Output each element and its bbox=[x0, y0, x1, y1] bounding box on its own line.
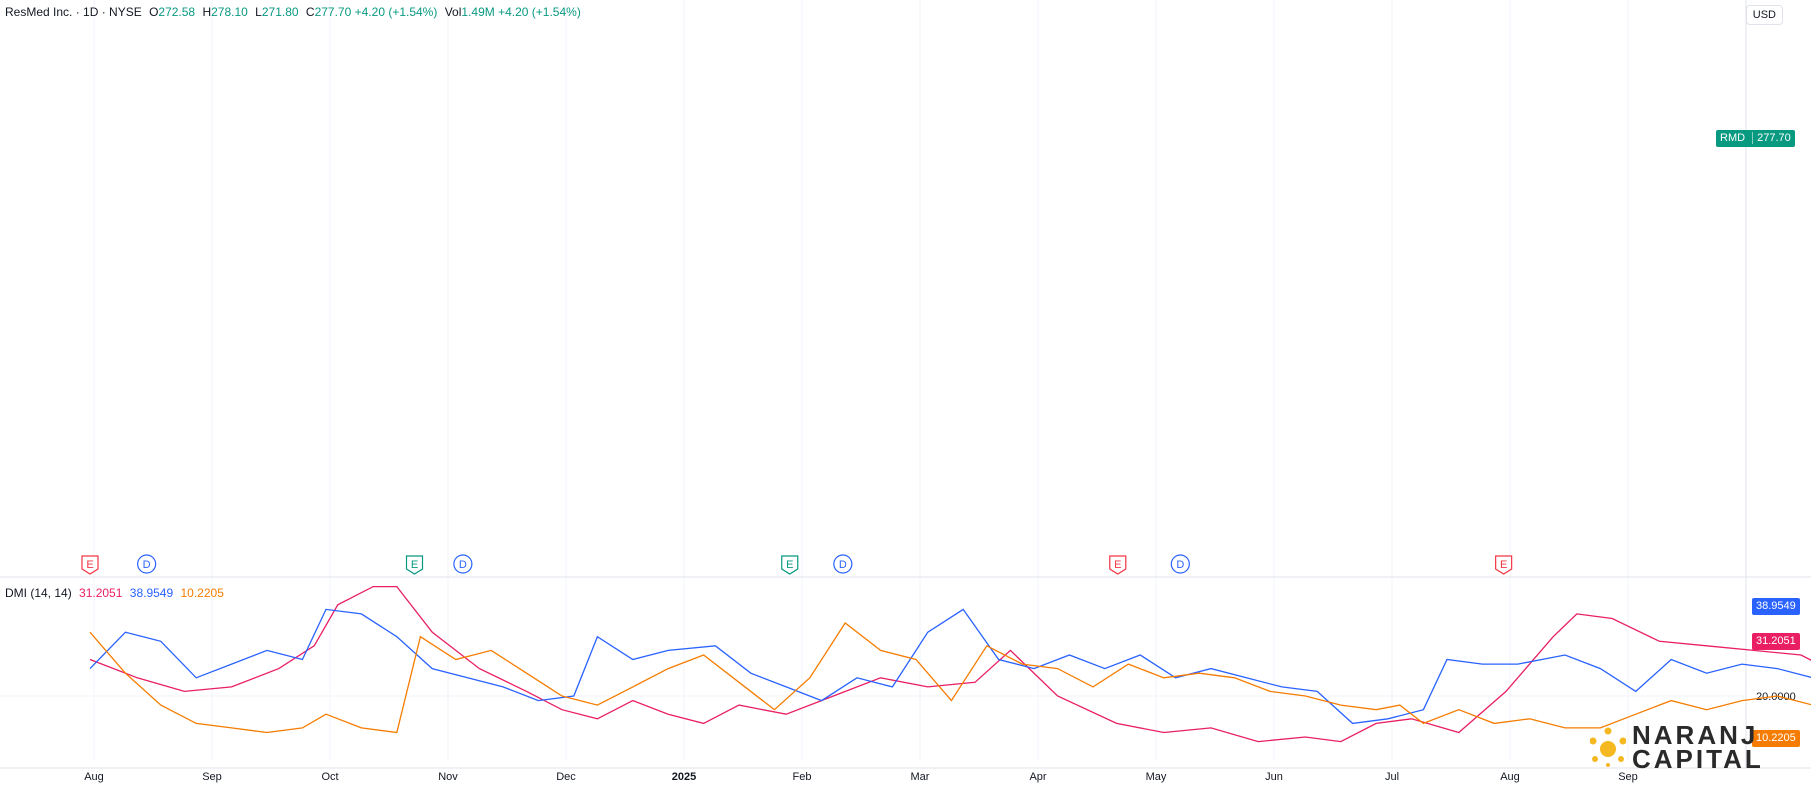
dmi-legend: DMI (14, 14) 31.2051 38.9549 10.2205 bbox=[5, 586, 224, 600]
earnings-flag-icon bbox=[81, 555, 99, 575]
symbol-legend: ResMed Inc. · 1D · NYSE O272.58 H278.10 … bbox=[5, 5, 581, 19]
brand-name: NARANJ CAPITAL bbox=[1632, 720, 1764, 774]
dividend-marker: D bbox=[833, 554, 853, 574]
high-value: 278.10 bbox=[211, 5, 248, 19]
close-value: 277.70 bbox=[314, 5, 352, 19]
time-axis-label: Jul bbox=[1385, 771, 1399, 783]
adx-line bbox=[89, 585, 1811, 743]
dmi-plus-di-value: 38.9549 bbox=[129, 586, 174, 600]
price-tag: RMD 277.70 bbox=[1716, 130, 1795, 147]
dividend-label: D bbox=[839, 559, 847, 571]
earnings-flag-icon bbox=[405, 555, 424, 575]
dividend-marker: D bbox=[1170, 554, 1190, 574]
earnings-label: E bbox=[1500, 559, 1507, 571]
earnings-marker: E bbox=[405, 555, 424, 575]
time-axis-label: Apr bbox=[1029, 771, 1046, 783]
earnings-marker: E bbox=[1495, 555, 1513, 575]
price-tag-ticker: RMD bbox=[1720, 132, 1746, 144]
brand-line-2: CAPITAL bbox=[1632, 744, 1764, 774]
earnings-marker: E bbox=[1109, 555, 1127, 575]
dmi-adx-value: 31.2051 bbox=[79, 586, 123, 600]
currency-button[interactable]: USD bbox=[1745, 5, 1783, 25]
time-axis-label: Nov bbox=[438, 771, 458, 783]
symbol-title[interactable]: ResMed Inc. · 1D · NYSE bbox=[5, 5, 142, 19]
change-value: +4.20 (+1.54%) bbox=[354, 5, 438, 19]
dividend-marker: D bbox=[137, 554, 157, 574]
time-axis-label: Aug bbox=[84, 771, 104, 783]
earnings-label: E bbox=[1114, 559, 1121, 571]
time-axis-label: Sep bbox=[1618, 771, 1638, 783]
plus-di-line bbox=[89, 608, 1811, 725]
time-axis-label: Oct bbox=[321, 771, 338, 783]
dividend-label: D bbox=[459, 559, 467, 571]
dividend-circle-icon bbox=[453, 554, 473, 574]
time-axis-label: Aug bbox=[1500, 771, 1520, 783]
dividend-label: D bbox=[143, 559, 151, 571]
earnings-flag-icon bbox=[1109, 555, 1127, 575]
time-axis-label: Dec bbox=[556, 771, 576, 783]
close-label: C bbox=[305, 5, 315, 19]
vol-label: Vol bbox=[444, 5, 462, 19]
adx-tag: 31.2051 bbox=[1752, 633, 1800, 650]
dividend-circle-icon bbox=[1170, 554, 1190, 574]
minus-di-line bbox=[89, 622, 1811, 734]
dividend-circle-icon bbox=[833, 554, 853, 574]
earnings-flag-icon bbox=[781, 555, 799, 575]
brand-logo: NARANJ CAPITAL bbox=[1590, 720, 1764, 774]
earnings-label: E bbox=[86, 559, 93, 571]
earnings-marker: E bbox=[81, 555, 99, 575]
time-axis-label: Feb bbox=[793, 771, 812, 783]
dmi-tick-label: 20.0000 bbox=[1756, 691, 1796, 703]
time-axis-label: 2025 bbox=[672, 771, 696, 783]
open-value: 272.58 bbox=[158, 5, 196, 19]
price-tag-value: 277.70 bbox=[1752, 132, 1791, 144]
time-axis-label: Sep bbox=[202, 771, 222, 783]
dmi-title[interactable]: DMI (14, 14) bbox=[5, 586, 72, 600]
brand-line-1: NARANJ bbox=[1632, 720, 1759, 750]
dmi-minus-di-value: 10.2205 bbox=[180, 586, 224, 600]
dividend-marker: D bbox=[453, 554, 473, 574]
low-label: L bbox=[255, 5, 262, 19]
dividend-label: D bbox=[1176, 559, 1184, 571]
earnings-label: E bbox=[411, 559, 418, 571]
time-axis-label: Mar bbox=[911, 771, 930, 783]
earnings-marker: E bbox=[781, 555, 799, 575]
earnings-label: E bbox=[786, 559, 793, 571]
vol-change-value: +4.20 (+1.54%) bbox=[498, 5, 581, 19]
earnings-flag-icon bbox=[1495, 555, 1513, 575]
time-axis-label: Jun bbox=[1265, 771, 1283, 783]
minus-di-tag: 10.2205 bbox=[1752, 730, 1800, 747]
high-label: H bbox=[202, 5, 212, 19]
time-axis-label: May bbox=[1146, 771, 1167, 783]
open-label: O bbox=[149, 5, 159, 19]
plus-di-tag: 38.9549 bbox=[1752, 598, 1800, 615]
vol-value: 1.49M bbox=[461, 5, 495, 19]
dividend-circle-icon bbox=[137, 554, 157, 574]
low-value: 271.80 bbox=[261, 5, 299, 19]
sun-logo-icon bbox=[1590, 727, 1626, 767]
